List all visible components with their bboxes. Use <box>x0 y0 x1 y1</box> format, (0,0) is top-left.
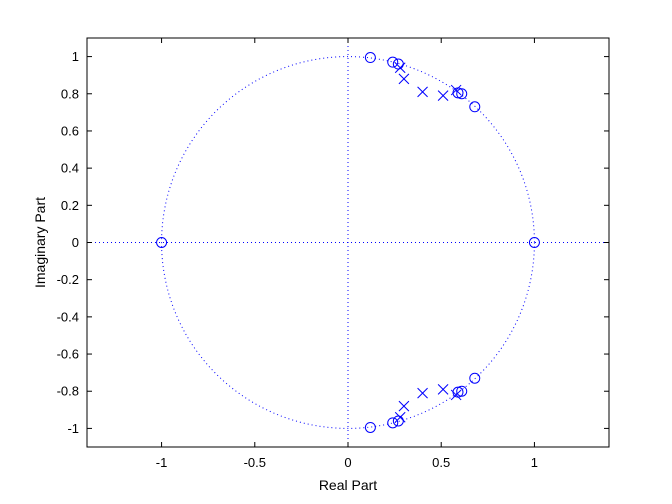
pole-marker <box>437 384 449 395</box>
y-tick-label: -0.8 <box>57 384 79 399</box>
zero-marker <box>364 52 376 64</box>
zero-marker <box>469 372 481 384</box>
pole-marker <box>450 389 462 401</box>
zero-marker <box>364 421 376 433</box>
x-tick-label: -0.5 <box>244 455 266 470</box>
tick-layer: -1 -0.5 0 0.5 1 -1 -0.8 -0.6 -0.4 -0.2 0 0.2 0.4 0.6 0… <box>57 38 609 470</box>
pole-marker-stroke <box>450 389 462 401</box>
pole-marker <box>417 86 428 98</box>
zero-marker <box>456 88 468 100</box>
zero-marker <box>156 237 168 248</box>
y-tick-label: -0.4 <box>57 309 79 324</box>
x-axis-label: Real Part <box>319 477 377 493</box>
pole-marker-stroke <box>394 411 406 423</box>
pole-marker <box>398 73 410 85</box>
pole-marker <box>394 62 406 74</box>
y-tick-label: 0 <box>72 235 79 250</box>
pole-marker-stroke <box>394 62 406 74</box>
zero-marker <box>387 417 399 429</box>
pole-marker <box>394 411 406 423</box>
zero-marker <box>528 237 540 248</box>
zero-marker <box>387 56 399 68</box>
y-axis-label: Imaginary Part <box>32 197 48 288</box>
zero-marker <box>469 101 481 113</box>
guide-layer <box>87 38 609 447</box>
pole-marker-stroke <box>437 90 449 101</box>
y-tick-label: -1 <box>67 421 79 436</box>
x-tick-label: 1 <box>531 455 538 470</box>
x-tick-label: 0.5 <box>432 455 450 470</box>
pole-marker-stroke <box>398 400 410 412</box>
y-tick-label: -0.6 <box>57 347 79 362</box>
x-tick-label: 0 <box>344 455 351 470</box>
pole-marker-stroke <box>417 387 428 399</box>
pole-marker <box>450 84 462 96</box>
y-tick-label: 0.2 <box>61 198 79 213</box>
y-tick-label: -0.2 <box>57 272 79 287</box>
point-layer <box>156 52 540 433</box>
pole-marker-stroke <box>417 86 428 98</box>
pole-marker-stroke <box>437 384 449 395</box>
pole-marker-stroke <box>450 84 462 96</box>
pole-marker <box>437 90 449 101</box>
x-tick-label: -1 <box>156 455 168 470</box>
unit-circle <box>161 56 535 429</box>
pole-marker <box>417 387 428 399</box>
pole-marker-stroke <box>398 73 410 85</box>
zero-marker <box>456 385 468 397</box>
pole-marker <box>398 400 410 412</box>
y-tick-label: 0.6 <box>61 123 79 138</box>
y-tick-label: 0.8 <box>61 86 79 101</box>
y-tick-label: 1 <box>72 49 79 64</box>
y-tick-label: 0.4 <box>61 161 79 176</box>
